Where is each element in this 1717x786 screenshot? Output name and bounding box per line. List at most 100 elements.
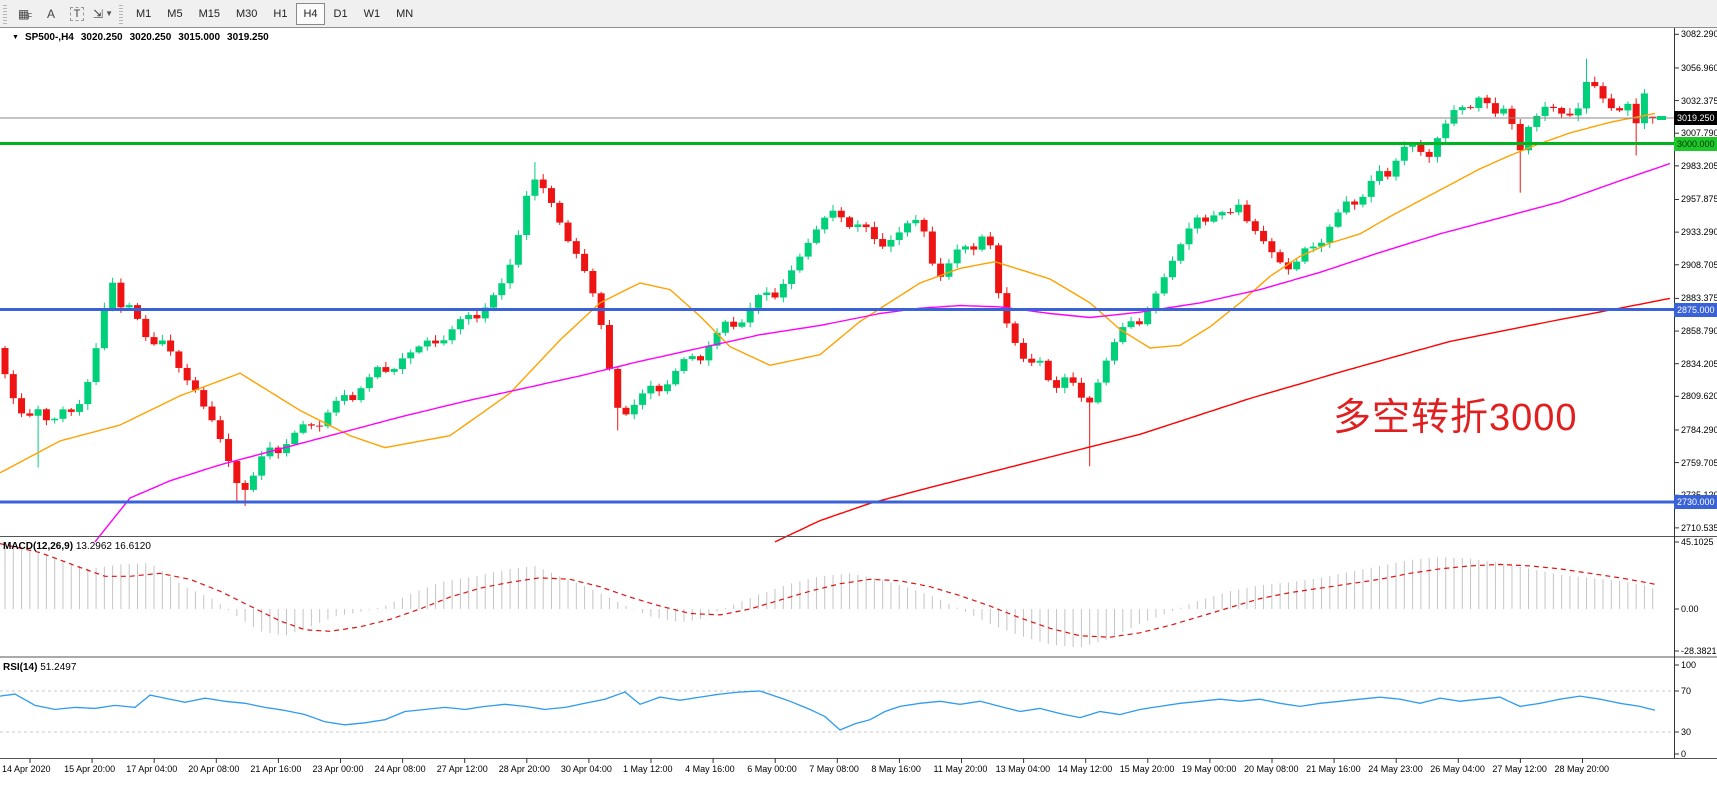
ma-mid-line bbox=[94, 162, 1671, 543]
candle-body bbox=[473, 315, 481, 319]
candle-body bbox=[233, 461, 241, 484]
price-axis-label: 2759.705 bbox=[1681, 457, 1717, 468]
price-axis-label: 2834.205 bbox=[1681, 358, 1717, 369]
candle-body bbox=[18, 398, 26, 414]
candle-body bbox=[1582, 82, 1590, 109]
candle-body bbox=[258, 456, 266, 476]
candle-body bbox=[506, 264, 514, 284]
last-price-marker bbox=[1657, 116, 1666, 120]
candle-body bbox=[1135, 321, 1143, 325]
date-axis-label: 8 May 16:00 bbox=[871, 764, 921, 774]
timeframe-button-h4[interactable]: H4 bbox=[296, 2, 325, 25]
timeframe-button-m1[interactable]: M1 bbox=[136, 7, 152, 20]
price-axis-label: 2908.705 bbox=[1681, 259, 1717, 270]
candle-body bbox=[1160, 277, 1168, 294]
timeframe-button-m30[interactable]: M30 bbox=[235, 7, 258, 20]
candle-body bbox=[1525, 126, 1533, 151]
candle-body bbox=[216, 420, 224, 440]
date-axis-label: 6 May 00:00 bbox=[747, 764, 797, 774]
timeframe-button-d1[interactable]: D1 bbox=[333, 7, 348, 20]
candle-body bbox=[556, 202, 564, 223]
candle-body bbox=[382, 367, 390, 372]
candle-body bbox=[779, 283, 787, 298]
candle-body bbox=[1508, 108, 1516, 124]
text-label-icon[interactable]: A bbox=[46, 6, 55, 21]
ma-slow-line bbox=[774, 297, 1671, 543]
candle-body bbox=[34, 409, 42, 416]
candle-body bbox=[109, 282, 117, 309]
timeframe-button-h1[interactable]: H1 bbox=[273, 7, 288, 20]
candle-body bbox=[407, 352, 415, 359]
candle-body bbox=[1533, 115, 1541, 127]
timeframe-button-m15[interactable]: M15 bbox=[198, 7, 220, 20]
toolbar-grip[interactable] bbox=[3, 3, 7, 24]
candle-body bbox=[639, 393, 647, 405]
shapes-icon[interactable]: ⇲ ▼ bbox=[93, 6, 113, 21]
candle-body bbox=[1243, 204, 1251, 222]
candle-body bbox=[1061, 377, 1069, 388]
date-axis-label: 20 Apr 08:00 bbox=[188, 764, 240, 774]
candle-body bbox=[324, 412, 332, 427]
candle-body bbox=[76, 404, 84, 412]
candle-body bbox=[1011, 323, 1019, 343]
candle-body bbox=[630, 404, 638, 415]
date-axis-label: 28 May 20:00 bbox=[1554, 764, 1610, 774]
candle-body bbox=[456, 319, 464, 330]
candle-body bbox=[655, 385, 663, 392]
candle-body bbox=[1632, 103, 1640, 124]
candle-body bbox=[1301, 248, 1309, 262]
ma-fast-line bbox=[0, 112, 1656, 474]
candle-body bbox=[680, 359, 688, 371]
candle-body bbox=[961, 246, 969, 250]
timeframe-button-m5[interactable]: M5 bbox=[167, 7, 183, 20]
date-axis-label: 28 Apr 20:00 bbox=[498, 764, 550, 774]
chart-symbol-period: SP500-,H4 bbox=[24, 32, 74, 43]
price-badge-3019.250: 3019.250 bbox=[1674, 111, 1717, 125]
candle-body bbox=[1351, 201, 1359, 205]
date-axis-label: 11 May 20:00 bbox=[933, 764, 988, 774]
candle-body bbox=[547, 188, 555, 203]
candle-body bbox=[249, 475, 257, 490]
candle-body bbox=[904, 223, 912, 233]
candle-body bbox=[432, 340, 440, 344]
candle-body bbox=[1400, 146, 1408, 161]
chart-dropdown-icon[interactable]: ▼ bbox=[12, 34, 19, 41]
candle-body bbox=[730, 321, 738, 327]
candle-body bbox=[804, 242, 812, 257]
candle-body bbox=[746, 307, 754, 323]
candle-body bbox=[1036, 360, 1044, 363]
candle-body bbox=[887, 239, 895, 247]
rsi-label: RSI(14) 51.2497 bbox=[3, 662, 76, 673]
candle-body bbox=[1475, 97, 1483, 108]
date-axis-label: 13 May 04:00 bbox=[995, 764, 1051, 774]
candle-body bbox=[283, 444, 291, 454]
candle-body bbox=[1069, 377, 1077, 383]
candle-body bbox=[1640, 93, 1648, 124]
toolbar-grip-2[interactable] bbox=[119, 3, 123, 24]
candle-body bbox=[1375, 171, 1383, 181]
candle-body bbox=[167, 340, 175, 352]
candle-body bbox=[307, 424, 315, 426]
candle-body bbox=[332, 400, 340, 413]
timeframe-button-w1[interactable]: W1 bbox=[363, 7, 381, 20]
text-box-icon[interactable]: T bbox=[66, 4, 88, 24]
candle-body bbox=[158, 340, 166, 345]
candle-body bbox=[920, 219, 928, 232]
candle-body bbox=[605, 324, 613, 369]
candle-body bbox=[1260, 230, 1268, 242]
candle-body bbox=[796, 256, 804, 271]
candle-body bbox=[663, 384, 671, 392]
candle-body bbox=[1, 348, 9, 375]
candle-body bbox=[349, 395, 357, 401]
candle-body bbox=[821, 217, 829, 230]
chart-shift-icon[interactable]: ▦ F bbox=[17, 6, 33, 22]
macd-axis-label: 45.1025 bbox=[1681, 537, 1714, 547]
timeframe-button-mn[interactable]: MN bbox=[396, 7, 414, 20]
candle-body bbox=[1019, 342, 1027, 359]
candle-body bbox=[1127, 321, 1135, 328]
candle-body bbox=[1202, 217, 1210, 222]
date-axis-label: 21 Apr 16:00 bbox=[250, 764, 302, 774]
candle-body bbox=[937, 263, 945, 277]
candle-body bbox=[150, 337, 158, 345]
